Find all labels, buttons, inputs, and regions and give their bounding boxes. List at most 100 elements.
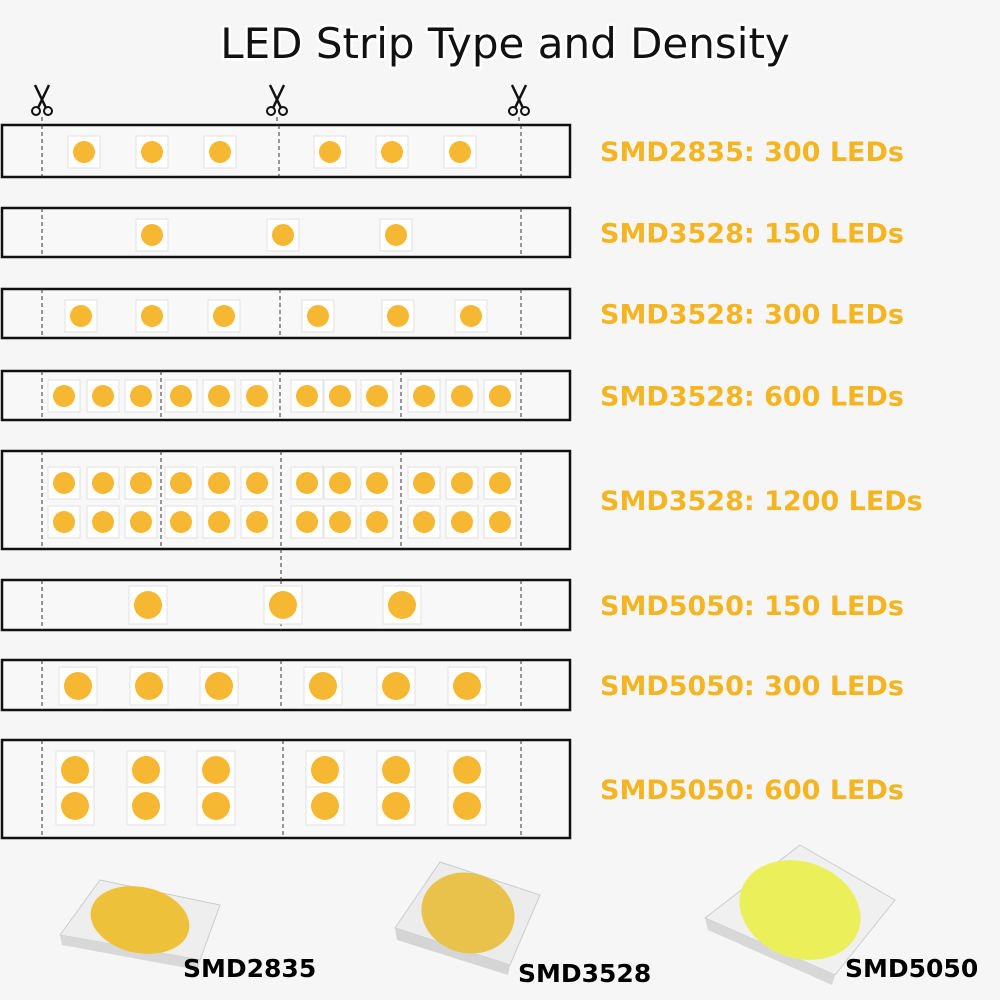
led — [132, 792, 160, 820]
scissor-ring — [278, 106, 288, 116]
led — [92, 385, 114, 407]
scissor-ring — [266, 106, 276, 116]
led — [209, 141, 231, 163]
led — [453, 792, 481, 820]
scissor-ring — [520, 106, 530, 116]
led — [134, 591, 162, 619]
led — [413, 511, 435, 533]
chip-label: SMD5050 — [845, 954, 978, 983]
led — [205, 672, 233, 700]
led — [296, 472, 318, 494]
led — [382, 756, 410, 784]
led — [202, 756, 230, 784]
led — [170, 511, 192, 533]
led — [385, 224, 407, 246]
led — [296, 385, 318, 407]
led — [307, 305, 329, 327]
led — [70, 305, 92, 327]
led — [53, 472, 75, 494]
led — [208, 511, 230, 533]
strip-label: SMD3528: 600 LEDs — [600, 382, 904, 413]
led — [413, 472, 435, 494]
scissor-blade — [268, 84, 283, 109]
scissors — [266, 84, 288, 125]
led — [208, 385, 230, 407]
strip — [0, 369, 572, 422]
led — [73, 141, 95, 163]
strip — [0, 206, 572, 259]
strip — [0, 123, 572, 179]
strip-label: SMD5050: 600 LEDs — [600, 775, 904, 806]
strip — [0, 287, 572, 340]
led — [92, 511, 114, 533]
scissors — [31, 84, 53, 125]
led — [489, 472, 511, 494]
led — [61, 756, 89, 784]
chip-3528 — [394, 861, 541, 975]
led — [246, 385, 268, 407]
led — [381, 141, 403, 163]
led — [61, 792, 89, 820]
led — [329, 511, 351, 533]
led — [413, 385, 435, 407]
led — [132, 756, 160, 784]
led — [309, 672, 337, 700]
led — [130, 385, 152, 407]
led — [213, 305, 235, 327]
scissor-ring — [31, 106, 41, 116]
led — [272, 224, 294, 246]
led — [366, 385, 388, 407]
led — [388, 591, 416, 619]
scissor-ring — [43, 106, 53, 116]
led — [246, 472, 268, 494]
led — [64, 672, 92, 700]
led — [453, 756, 481, 784]
led — [141, 224, 163, 246]
strips: SMD2835: 300 LEDs SMD3528: 150 LEDs SMD352… — [0, 123, 923, 840]
led — [170, 385, 192, 407]
led — [489, 385, 511, 407]
led — [329, 385, 351, 407]
led — [382, 672, 410, 700]
scissors — [508, 84, 530, 125]
scissor-blade — [33, 84, 48, 109]
led — [382, 792, 410, 820]
led — [489, 511, 511, 533]
led — [296, 511, 318, 533]
led — [460, 305, 482, 327]
led — [92, 472, 114, 494]
strip — [0, 738, 572, 840]
strip-label: SMD5050: 300 LEDs — [600, 671, 904, 702]
chip-5050 — [704, 844, 896, 985]
strip-label: SMD3528: 1200 LEDs — [600, 486, 923, 517]
led — [366, 472, 388, 494]
strip — [0, 658, 572, 712]
led — [311, 756, 339, 784]
led — [130, 511, 152, 533]
scissor-ring — [508, 106, 518, 116]
chips — [59, 844, 896, 985]
led — [141, 305, 163, 327]
chip-label: SMD2835 — [183, 954, 316, 983]
led — [202, 792, 230, 820]
led — [451, 472, 473, 494]
led — [451, 511, 473, 533]
chip-2835 — [59, 879, 221, 970]
led — [319, 141, 341, 163]
strip-label: SMD2835: 300 LEDs — [600, 137, 904, 168]
title: LED Strip Type and Density — [220, 19, 790, 68]
led — [53, 511, 75, 533]
chip-label: SMD3528 — [518, 959, 651, 988]
strip-label: SMD3528: 150 LEDs — [600, 219, 904, 250]
led — [130, 472, 152, 494]
led — [366, 511, 388, 533]
led — [246, 511, 268, 533]
strip — [0, 449, 572, 551]
strip — [0, 578, 572, 632]
led — [387, 305, 409, 327]
led — [269, 591, 297, 619]
scissor-blade — [271, 84, 286, 109]
scissor-blade — [36, 84, 51, 109]
led — [311, 792, 339, 820]
